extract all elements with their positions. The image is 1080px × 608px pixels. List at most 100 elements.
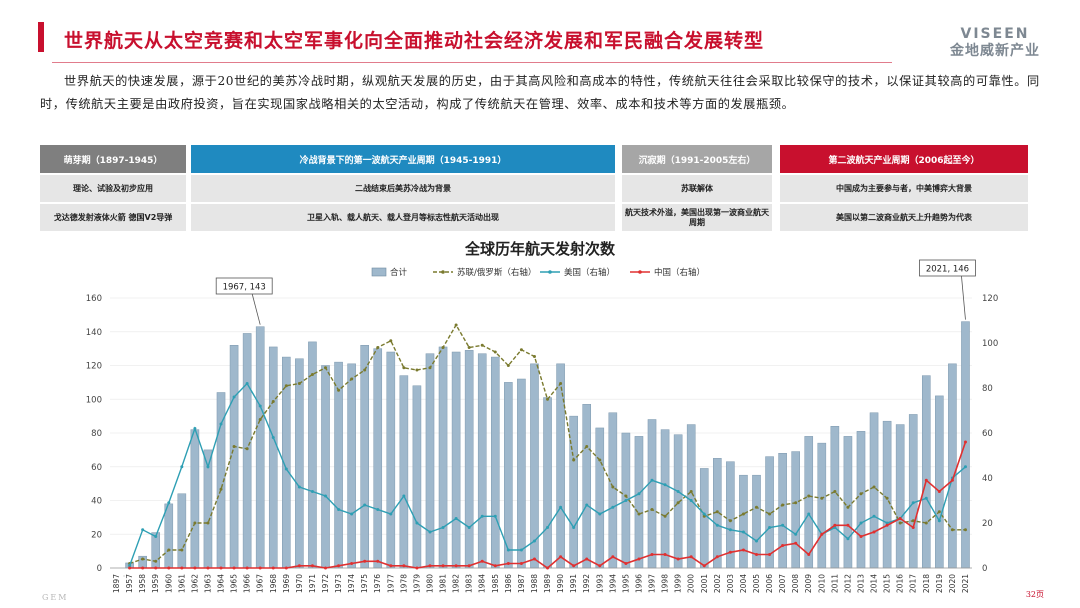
point-3-1990: [559, 555, 563, 559]
page-title: 世界航天从太空竞赛和太空军事化向全面推动社会经济发展和军民融合发展转型: [64, 30, 765, 52]
point-1-1992: [585, 445, 589, 448]
bar-2020: [948, 363, 957, 569]
x-tick-1964: 1964: [217, 574, 226, 593]
bar-1986: [504, 382, 513, 569]
point-3-2016: [898, 517, 902, 520]
point-1-1961: [180, 548, 184, 552]
x-tick-1979: 1979: [412, 574, 421, 593]
point-2-1983: [467, 526, 471, 529]
right-tick-2: 40: [982, 474, 993, 484]
point-1-1977: [389, 339, 393, 343]
point-1-1990: [559, 382, 563, 385]
bar-1984: [477, 353, 487, 569]
point-2-1963: [206, 465, 210, 469]
x-tick-1984: 1984: [478, 574, 487, 593]
point-3-1985: [493, 564, 497, 568]
x-tick-2015: 2015: [883, 574, 892, 593]
point-3-2008: [794, 541, 798, 545]
point-2-1969: [284, 467, 288, 471]
point-3-1967: [258, 566, 262, 570]
point-1-2020: [950, 528, 954, 532]
bar-2016: [895, 424, 905, 569]
bar-1982: [451, 351, 461, 569]
phase-column-3: 沉寂期（1991-2005左右） 苏联解体 航天技术外溢，美国出现第一波商业航天…: [622, 145, 772, 231]
point-3-1972: [324, 566, 327, 570]
point-1-2016: [898, 521, 902, 525]
point-1-1991: [572, 458, 576, 462]
point-3-2003: [728, 550, 732, 554]
x-tick-1960: 1960: [164, 574, 173, 593]
point-1-1970: [297, 382, 301, 385]
bar-1985: [490, 356, 500, 569]
right-tick-6: 120: [982, 294, 998, 304]
point-1-1964: [219, 487, 223, 491]
x-tick-1997: 1997: [648, 574, 657, 593]
bar-1989: [543, 397, 552, 569]
point-2-1974: [350, 512, 354, 516]
x-tick-1897: 1897: [112, 574, 121, 593]
x-tick-1994: 1994: [608, 574, 617, 593]
bar-2004: [739, 474, 748, 569]
x-tick-1991: 1991: [569, 574, 578, 593]
legend-label-2: 美国（右轴）: [564, 267, 615, 278]
x-tick-1978: 1978: [399, 574, 408, 593]
point-3-1991: [572, 564, 576, 568]
point-2-1986: [506, 548, 510, 552]
x-tick-2000: 2000: [687, 574, 696, 593]
x-tick-1993: 1993: [595, 574, 604, 593]
bar-1998: [660, 429, 670, 569]
point-1-1993: [598, 458, 602, 462]
point-1-1982: [454, 323, 458, 327]
point-2-1998: [663, 483, 667, 487]
point-1-2008: [794, 501, 798, 505]
x-tick-2014: 2014: [870, 574, 879, 593]
bar-1987: [517, 378, 526, 569]
point-1-1969: [284, 384, 288, 388]
phase-header-2: 冷战背景下的第一波航天产业周期（1945-1991）: [191, 145, 615, 173]
phase-column-2: 冷战背景下的第一波航天产业周期（1945-1991） 二战结束后美苏冷战为背景 …: [191, 145, 615, 231]
right-tick-5: 100: [982, 339, 998, 349]
point-2-2009: [807, 512, 811, 516]
point-3-1993: [598, 564, 602, 568]
point-2-1991: [572, 526, 576, 529]
point-2-2006: [768, 526, 772, 529]
point-3-1975: [363, 559, 367, 563]
x-tick-1957: 1957: [125, 574, 134, 593]
point-3-1961: [180, 566, 184, 570]
point-2-2000: [689, 499, 693, 502]
bar-2019: [935, 395, 944, 569]
logo-brand: VISEEN: [960, 26, 1030, 42]
legend-marker-2: [548, 270, 552, 274]
point-3-2020: [950, 478, 954, 482]
point-1-1963: [206, 521, 210, 525]
left-tick-7: 140: [86, 328, 102, 338]
page-number: 32页: [1025, 590, 1044, 599]
x-tick-1975: 1975: [360, 574, 369, 593]
x-tick-1976: 1976: [373, 574, 382, 593]
x-tick-2002: 2002: [713, 574, 722, 593]
point-3-1984: [480, 559, 484, 563]
bar-1970: [295, 358, 304, 569]
x-tick-2008: 2008: [791, 574, 800, 593]
bar-1979: [412, 385, 422, 569]
x-tick-1992: 1992: [582, 574, 591, 593]
point-1-1985: [493, 350, 497, 354]
point-1-1958: [141, 557, 145, 561]
bar-1990: [556, 363, 565, 569]
phase-row1-1: 理论、试验及初步应用: [40, 175, 186, 202]
bar-2010: [817, 442, 827, 569]
x-tick-1989: 1989: [543, 574, 552, 593]
point-3-1996: [637, 557, 641, 561]
x-tick-1958: 1958: [138, 574, 147, 593]
point-2-2008: [794, 532, 798, 536]
point-1-2002: [715, 510, 719, 514]
x-tick-2021: 2021: [961, 574, 970, 593]
phase-row1-2: 二战结束后美苏冷战为背景: [191, 175, 615, 202]
point-1-1976: [376, 346, 380, 349]
point-2-1978: [402, 494, 406, 498]
bar-2001: [699, 468, 709, 569]
point-2-2019: [937, 519, 941, 523]
point-1-1959: [154, 559, 158, 563]
point-3-1957: [128, 566, 132, 570]
point-1-2005: [755, 505, 758, 509]
